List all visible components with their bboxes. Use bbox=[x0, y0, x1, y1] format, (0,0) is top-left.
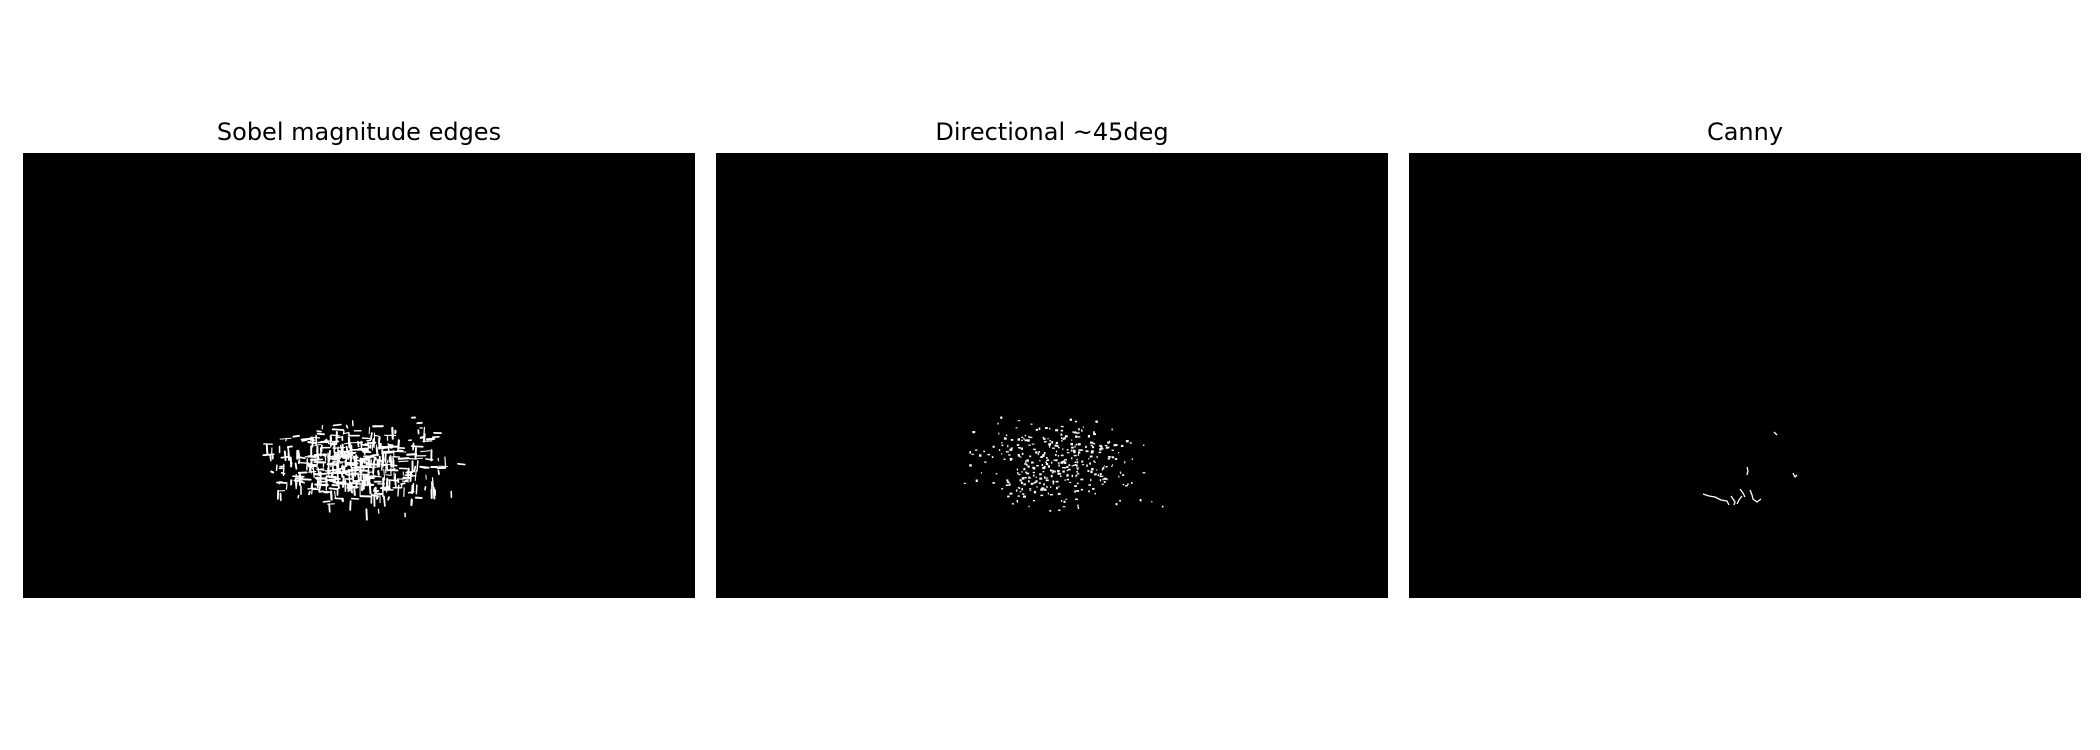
sobel-edge-image bbox=[23, 153, 695, 598]
canny-edge-canvas bbox=[1702, 431, 1798, 506]
directional-edge-image bbox=[716, 153, 1388, 598]
panel-title-sobel: Sobel magnitude edges bbox=[216, 118, 502, 146]
panel-canny: Canny bbox=[1409, 0, 2081, 750]
canny-edge-image bbox=[1409, 153, 2081, 598]
sobel-edge-canvas bbox=[262, 416, 466, 521]
directional-edge-canvas bbox=[963, 416, 1164, 512]
panel-title-directional: Directional ~45deg bbox=[935, 118, 1169, 146]
panel-title-canny: Canny bbox=[1706, 118, 1784, 146]
panel-directional: Directional ~45deg bbox=[716, 0, 1388, 750]
panel-sobel: Sobel magnitude edges bbox=[23, 0, 695, 750]
